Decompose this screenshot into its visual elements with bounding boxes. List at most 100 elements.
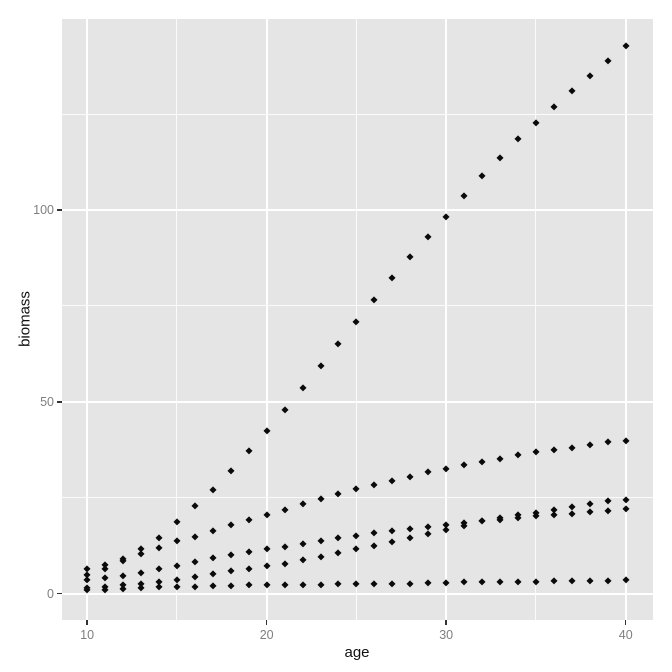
- data-point: [514, 577, 522, 586]
- data-point: [604, 497, 612, 506]
- data-point: [227, 521, 235, 529]
- data-point: [442, 526, 450, 534]
- x-tick-mark: [265, 620, 268, 625]
- data-point: [496, 578, 504, 586]
- data-point: [245, 564, 253, 573]
- data-point: [262, 427, 271, 435]
- data-point: [227, 467, 235, 475]
- data-point: [280, 505, 289, 514]
- data-point: [406, 253, 414, 261]
- data-point: [83, 576, 91, 584]
- data-point: [245, 581, 253, 590]
- data-point: [622, 505, 630, 513]
- data-point: [442, 213, 450, 221]
- data-point: [334, 340, 343, 348]
- y-tick-label: 50: [40, 394, 54, 409]
- y-gridline-major: [62, 592, 653, 595]
- data-point: [137, 569, 145, 577]
- data-point: [370, 480, 379, 489]
- y-tick-mark: [57, 401, 62, 403]
- data-point: [262, 511, 271, 519]
- data-point: [370, 296, 379, 304]
- data-point: [155, 583, 163, 592]
- data-point: [550, 446, 558, 454]
- data-point: [388, 527, 396, 535]
- data-point: [406, 534, 414, 542]
- data-point: [586, 500, 594, 508]
- data-point: [478, 578, 486, 587]
- data-point: [604, 57, 612, 65]
- data-point: [460, 192, 468, 200]
- data-point: [209, 554, 217, 562]
- x-gridline-minor: [176, 19, 178, 620]
- data-point: [514, 451, 522, 460]
- data-point: [388, 274, 396, 282]
- x-tick-mark: [86, 620, 88, 625]
- data-point: [424, 233, 432, 241]
- data-point: [298, 556, 307, 564]
- data-point: [586, 441, 594, 449]
- data-point: [622, 42, 630, 50]
- data-point: [262, 581, 271, 589]
- data-point: [460, 461, 468, 469]
- data-point: [191, 573, 199, 581]
- data-point: [406, 472, 414, 481]
- data-point: [604, 507, 612, 515]
- data-point: [173, 518, 181, 526]
- data-point: [227, 551, 235, 559]
- y-tick-mark: [57, 209, 62, 211]
- data-point: [568, 444, 576, 452]
- data-point: [604, 577, 612, 585]
- data-point: [622, 437, 630, 445]
- data-point: [586, 508, 594, 516]
- data-point: [209, 570, 217, 578]
- data-point: [550, 577, 558, 585]
- data-point: [334, 549, 343, 557]
- data-point: [424, 530, 432, 538]
- data-point: [155, 533, 163, 542]
- x-tick-mark: [624, 620, 627, 625]
- y-tick-mark: [57, 592, 62, 595]
- data-point: [424, 523, 432, 531]
- data-point: [316, 495, 325, 503]
- data-point: [442, 465, 450, 473]
- data-point: [262, 545, 271, 554]
- data-point: [191, 558, 199, 566]
- data-point: [245, 548, 253, 557]
- data-point: [568, 503, 576, 511]
- y-gridline-minor: [62, 305, 653, 307]
- data-point: [586, 72, 594, 80]
- y-gridline-major: [62, 209, 653, 211]
- data-point: [245, 447, 253, 455]
- data-point: [388, 477, 396, 485]
- data-point: [532, 577, 540, 586]
- data-point: [406, 579, 414, 588]
- data-point: [280, 581, 289, 589]
- plot-panel: [62, 19, 653, 620]
- data-point: [424, 579, 432, 587]
- data-point: [298, 500, 307, 508]
- data-point: [568, 87, 576, 95]
- data-point: [191, 533, 199, 541]
- data-point: [298, 384, 307, 392]
- data-point: [209, 527, 217, 536]
- y-axis-title: biomass: [16, 291, 34, 347]
- data-point: [155, 544, 163, 552]
- data-point: [262, 562, 271, 570]
- data-point: [550, 103, 558, 111]
- data-point: [568, 577, 576, 585]
- data-point: [370, 580, 379, 588]
- data-point: [155, 565, 163, 574]
- x-gridline-major: [265, 19, 268, 620]
- data-point: [173, 583, 181, 591]
- data-point: [209, 485, 217, 494]
- data-point: [586, 577, 594, 585]
- data-point: [316, 362, 325, 371]
- data-point: [496, 154, 504, 162]
- data-point: [352, 485, 361, 493]
- data-point: [191, 502, 199, 510]
- data-point: [352, 545, 361, 554]
- data-point: [191, 582, 199, 591]
- x-gridline-major: [86, 19, 89, 620]
